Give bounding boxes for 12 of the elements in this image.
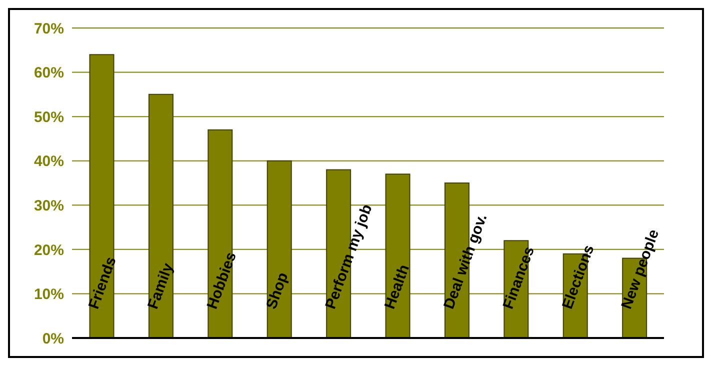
x-tick-label: Health xyxy=(381,262,414,312)
x-tick-label: Deal with gov. xyxy=(440,212,491,312)
x-tick-label: New people xyxy=(618,227,663,312)
y-tick-label: 30% xyxy=(34,197,64,214)
y-tick-label: 70% xyxy=(34,20,64,38)
y-tick-label: 50% xyxy=(34,108,64,126)
y-tick-label: 40% xyxy=(34,153,64,170)
y-tick-label: 0% xyxy=(42,330,64,348)
y-tick-label: 10% xyxy=(34,286,64,304)
x-tick-label: Shop xyxy=(262,270,292,312)
y-tick-label: 60% xyxy=(34,64,64,82)
y-tick-label: 20% xyxy=(34,242,64,259)
